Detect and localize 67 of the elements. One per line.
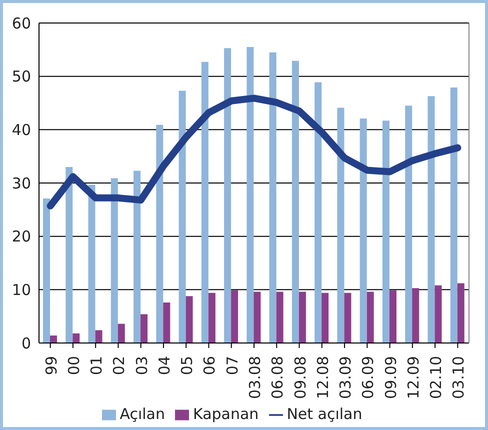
- x-tick-label: 03: [132, 356, 151, 376]
- bar: [72, 333, 80, 343]
- bar: [178, 90, 186, 343]
- y-tick-label: 20: [12, 228, 31, 246]
- bar: [269, 52, 276, 343]
- x-tick-label: 09.08: [291, 356, 310, 399]
- x-tick-label: 05: [178, 356, 196, 376]
- x-tick-label: 99: [42, 356, 60, 376]
- x-tick-label: 02: [110, 356, 128, 376]
- bar: [314, 82, 322, 343]
- bar: [405, 106, 412, 343]
- x-tick-label: 01: [88, 356, 106, 376]
- bar: [186, 296, 193, 343]
- bar: [43, 198, 50, 343]
- bar: [254, 292, 261, 343]
- y-tick-label: 40: [12, 120, 31, 139]
- x-tick-label: 00: [64, 356, 83, 376]
- bar: [118, 324, 125, 343]
- bar: [337, 108, 344, 343]
- legend-label: Net açılan: [286, 405, 362, 423]
- x-tick-label: 09.09: [382, 356, 400, 399]
- bar: [224, 48, 232, 343]
- bar: [201, 62, 208, 343]
- legend-label: Açılan: [120, 405, 165, 423]
- x-tick-label: 06.09: [359, 356, 378, 399]
- bar: [134, 170, 141, 343]
- bar: [50, 336, 57, 343]
- x-tick-label: 03.10: [450, 356, 468, 399]
- bar: [95, 330, 102, 343]
- bar: [66, 167, 73, 343]
- bar: [298, 292, 306, 343]
- bar: [366, 292, 374, 343]
- y-tick-label: 10: [12, 280, 31, 299]
- x-tick-label: 06: [200, 356, 219, 376]
- y-tick-label: 30: [12, 174, 31, 192]
- bar: [110, 178, 118, 343]
- bar: [360, 118, 367, 343]
- bar: [246, 47, 254, 343]
- x-tick-label: 12.09: [404, 356, 422, 399]
- y-tick-label: 0: [21, 334, 31, 352]
- x-tick-label: 07: [223, 356, 242, 376]
- legend-label: Kapanan: [193, 405, 259, 423]
- bar: [156, 124, 164, 343]
- bar: [231, 290, 238, 343]
- bar: [322, 292, 329, 343]
- bar: [428, 96, 435, 343]
- bar: [88, 184, 96, 343]
- x-tick-label: 04: [155, 356, 174, 376]
- x-tick-label: 03.09: [336, 356, 355, 399]
- y-tick-label: 50: [12, 68, 31, 86]
- bar: [382, 120, 390, 343]
- x-tick-label: 12.08: [314, 356, 332, 399]
- bar: [163, 302, 170, 343]
- bar: [292, 60, 299, 343]
- x-tick-label: 03.08: [246, 356, 264, 399]
- bar: [457, 283, 464, 343]
- bar: [389, 290, 396, 343]
- bar: [208, 292, 216, 343]
- x-tick-label: 02.10: [427, 356, 446, 399]
- y-tick-label: 60: [12, 14, 31, 32]
- bar: [140, 314, 148, 343]
- bar: [344, 292, 352, 343]
- bar: [276, 292, 284, 343]
- x-tick-label: 06.08: [268, 356, 287, 399]
- bar: [434, 285, 442, 343]
- bar: [450, 88, 458, 343]
- bar: [412, 288, 420, 343]
